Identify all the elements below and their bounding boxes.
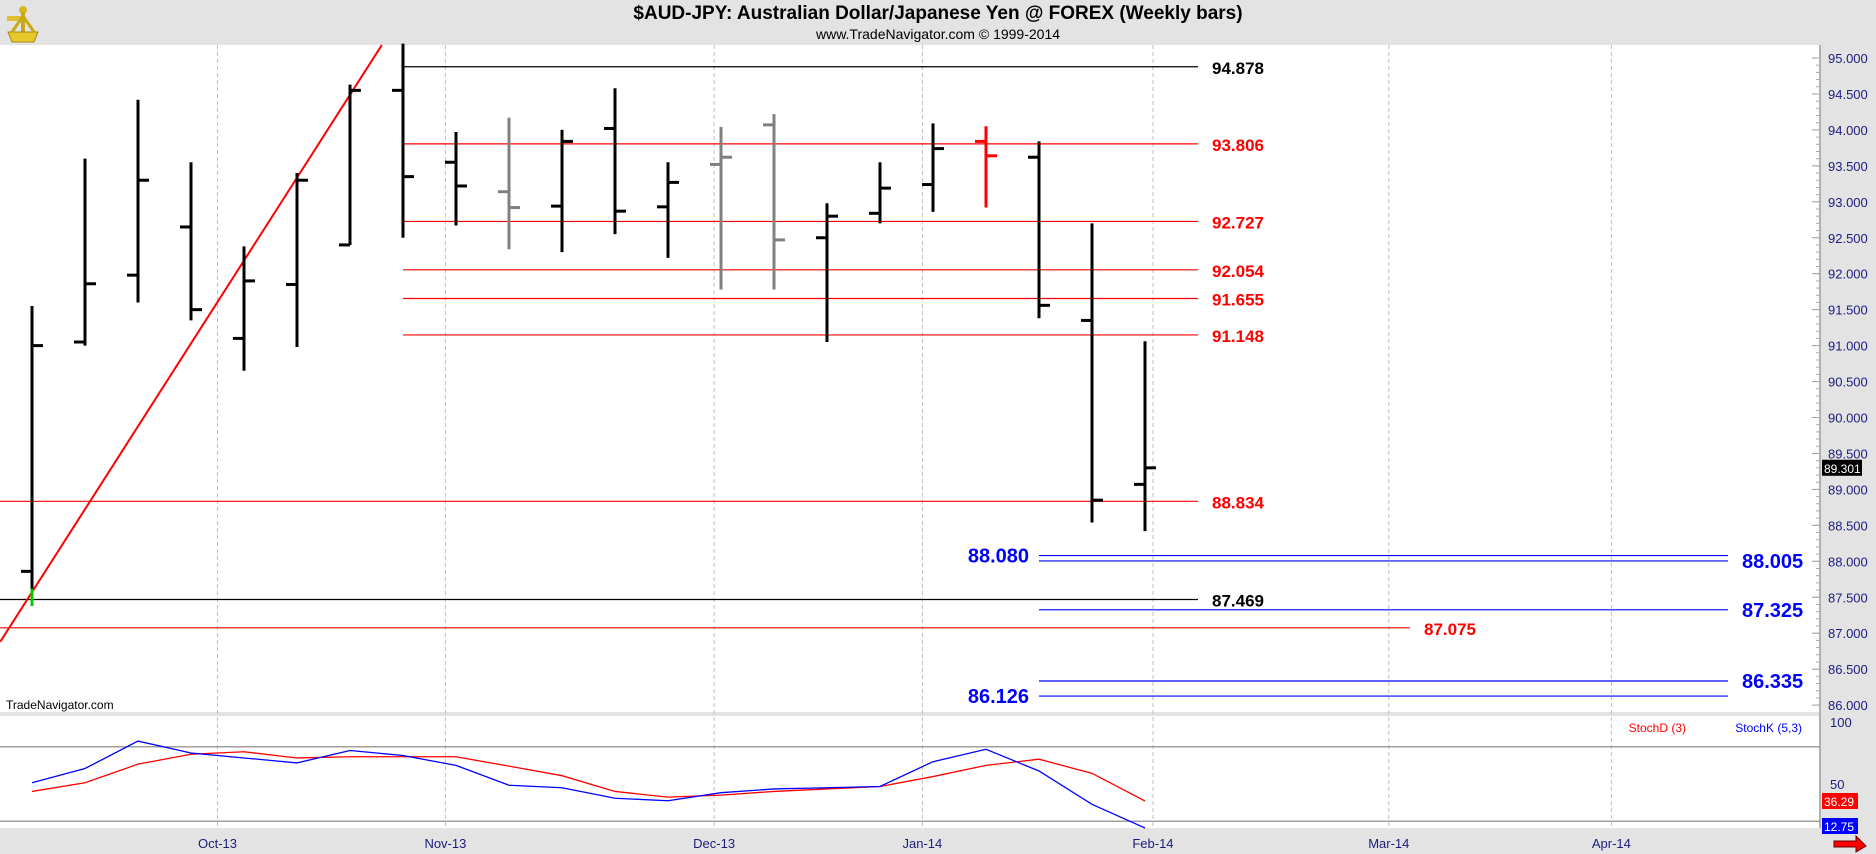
chart-title: $AUD-JPY: Australian Dollar/Japanese Yen…: [633, 3, 1243, 24]
level-label: 87.325: [1742, 600, 1803, 622]
level-label: 91.148: [1212, 327, 1264, 346]
y-tick-label: 90.500: [1828, 375, 1868, 390]
x-tick-label: Jan-14: [903, 836, 943, 851]
indicator-tick-label: 50: [1830, 777, 1844, 792]
y-tick-label: 92.500: [1828, 231, 1868, 246]
sextant-logo-icon: [4, 2, 42, 44]
level-label: 92.727: [1212, 213, 1264, 232]
x-tick-label: Nov-13: [424, 836, 466, 851]
last-price-tag: [1822, 459, 1862, 476]
y-tick-label: 93.500: [1828, 159, 1868, 174]
level-label: 87.469: [1212, 591, 1264, 610]
y-tick-label: 87.500: [1828, 590, 1868, 605]
y-tick-label: 92.000: [1828, 267, 1868, 282]
y-tick-label: 94.500: [1828, 87, 1868, 102]
last-price-label: 89.301: [1824, 462, 1861, 476]
stochK-value-tag: [1822, 818, 1858, 834]
y-tick-label: 88.000: [1828, 554, 1868, 569]
stochK-legend: StochK (5,3): [1735, 721, 1802, 735]
watermark: TradeNavigator.com: [6, 698, 114, 712]
scroll-right-arrow-icon[interactable]: [1833, 834, 1867, 853]
x-tick-label: Mar-14: [1368, 836, 1409, 851]
stochK-value-label: 12.75: [1824, 820, 1854, 834]
chart-subtitle: www.TradeNavigator.com © 1999-2014: [815, 26, 1061, 42]
level-label: 88.080: [968, 546, 1029, 568]
y-tick-label: 89.000: [1828, 482, 1868, 497]
x-tick-label: Feb-14: [1132, 836, 1173, 851]
y-tick-label: 93.000: [1828, 195, 1868, 210]
y-tick-label: 94.000: [1828, 123, 1868, 138]
level-label: 91.655: [1212, 291, 1264, 310]
level-label: 88.005: [1742, 551, 1803, 573]
y-tick-label: 86.500: [1828, 662, 1868, 677]
y-tick-label: 89.500: [1828, 446, 1868, 461]
x-tick-label: Apr-14: [1592, 836, 1631, 851]
y-tick-label: 91.500: [1828, 303, 1868, 318]
price-panel: [0, 45, 1820, 712]
level-label: 94.878: [1212, 59, 1264, 78]
indicator-tick-label: 100: [1830, 715, 1852, 730]
y-tick-label: 87.000: [1828, 626, 1868, 641]
stochK-line: [31, 740, 1146, 829]
stochD-value-label: 36.29: [1824, 795, 1854, 809]
x-tick-label: Dec-13: [693, 836, 735, 851]
y-tick-label: 95.000: [1828, 51, 1868, 66]
y-tick-label: 88.500: [1828, 518, 1868, 533]
trendline: [0, 44, 383, 643]
level-label: 92.054: [1212, 262, 1265, 281]
level-label: 87.075: [1424, 620, 1476, 639]
y-tick-label: 91.000: [1828, 339, 1868, 354]
stochD-value-tag: [1822, 793, 1858, 810]
level-label: 86.126: [968, 686, 1029, 708]
x-tick-label: Oct-13: [198, 836, 237, 851]
stochD-legend: StochD (3): [1629, 721, 1686, 735]
level-label: 86.335: [1742, 671, 1803, 693]
stochD-line: [31, 751, 1146, 802]
level-label: 93.806: [1212, 136, 1264, 155]
y-tick-label: 86.000: [1828, 698, 1868, 713]
level-label: 88.834: [1212, 493, 1265, 512]
y-tick-label: 90.000: [1828, 411, 1868, 426]
